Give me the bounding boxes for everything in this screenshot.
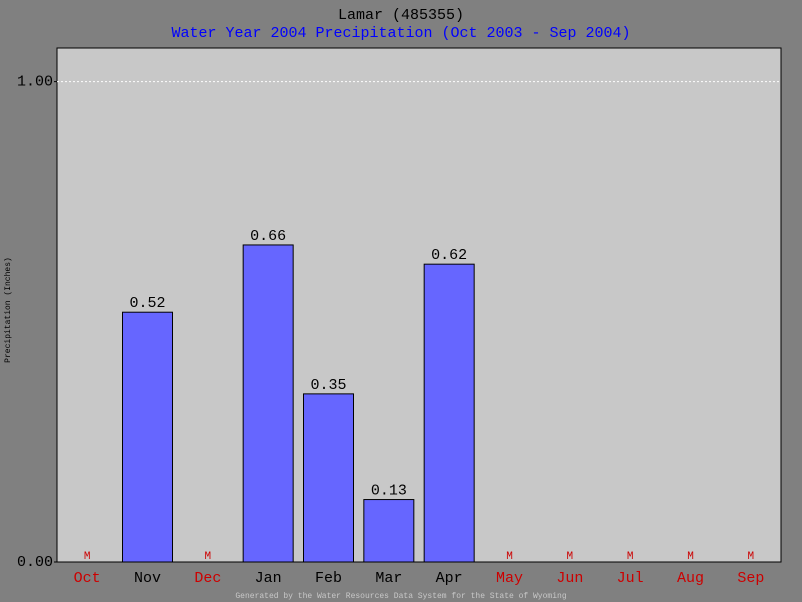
missing-label: M: [687, 551, 694, 563]
x-tick-label: Nov: [134, 570, 161, 587]
x-tick-label: Apr: [436, 570, 463, 587]
missing-label: M: [627, 551, 634, 563]
x-tick-label: Sep: [737, 570, 764, 587]
value-label: 0.66: [250, 228, 286, 245]
value-label: 0.13: [371, 483, 407, 500]
missing-label: M: [84, 551, 91, 563]
x-tick-label: Mar: [375, 570, 402, 587]
chart-title: Lamar (485355): [338, 7, 464, 24]
missing-label: M: [748, 551, 755, 563]
plot-area: [56, 47, 782, 563]
y-tick-label: 0.00: [17, 554, 53, 571]
bar: [363, 499, 415, 563]
bar: [122, 311, 173, 563]
missing-label: M: [506, 551, 513, 563]
bar: [303, 393, 354, 563]
footer: Generated by the Water Resources Data Sy…: [235, 592, 566, 601]
x-tick-label: Dec: [194, 570, 221, 587]
bar: [242, 244, 294, 563]
x-tick-label: Feb: [315, 570, 342, 587]
y-axis-label: Precipitation (Inches): [4, 257, 13, 363]
x-tick-label: Jul: [617, 570, 644, 587]
missing-label: M: [567, 551, 574, 563]
bar: [423, 263, 475, 563]
value-label: 0.52: [129, 295, 165, 312]
value-label: 0.62: [431, 247, 467, 264]
x-tick-label: Oct: [74, 570, 101, 587]
value-label: 0.35: [310, 377, 346, 394]
x-tick-label: May: [496, 570, 523, 587]
chart-subtitle: Water Year 2004 Precipitation (Oct 2003 …: [171, 25, 630, 42]
x-tick-label: Jan: [255, 570, 282, 587]
y-tick-label: 1.00: [17, 74, 53, 91]
missing-label: M: [205, 551, 212, 563]
x-tick-label: Jun: [556, 570, 583, 587]
x-tick-label: Aug: [677, 570, 704, 587]
